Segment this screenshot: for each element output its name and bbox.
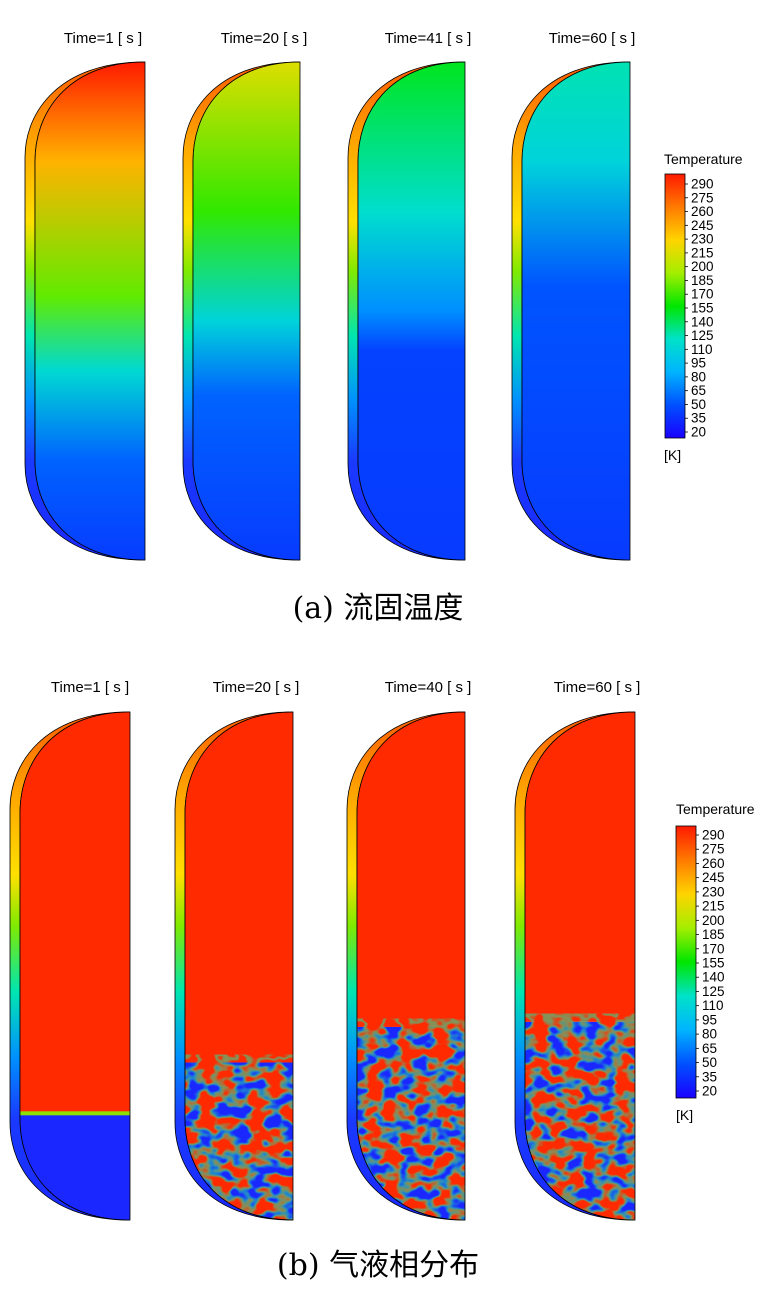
legend-tick-label: 185 [702, 927, 725, 942]
liquid-phase [20, 1113, 130, 1220]
panel-b-vessel-4 [514, 711, 636, 1221]
panel-a-time-label-3: Time=41 [ s ] [385, 30, 472, 47]
gas-phase [357, 712, 465, 1027]
temperature-field [521, 61, 631, 561]
mixing-zone [185, 1054, 293, 1220]
vessel-outline [184, 711, 294, 1221]
legend-tick-label: 65 [691, 383, 706, 398]
legend-tick-label: 35 [702, 1069, 717, 1084]
legend-tick-label: 245 [702, 870, 725, 885]
legend-tick-label: 170 [691, 287, 714, 302]
panel-b-vessel-2 [174, 711, 294, 1221]
gas-phase [525, 712, 635, 1022]
panel-a-legend-unit: [K] [664, 447, 681, 463]
panel-a-time-label-2: Time=20 [ s ] [221, 30, 308, 47]
legend-tick-label: 215 [702, 899, 725, 914]
panel-a-colorbar-gradient [664, 173, 686, 439]
legend-tick-label: 245 [691, 218, 714, 233]
legend-tick-label: 50 [691, 397, 706, 412]
phase-field [185, 712, 293, 1220]
panel-b-colorbar: Temperature 2902752602452302152001851701… [675, 801, 755, 1123]
panel-a-vessel-1 [24, 61, 146, 561]
phase-interface [20, 1111, 130, 1116]
vessel-outline [524, 711, 636, 1221]
panel-a-time-label-1: Time=1 [ s ] [64, 30, 142, 47]
panel-b-caption: (b) 气液相分布 [277, 1248, 479, 1283]
legend-tick-label: 275 [702, 842, 725, 857]
legend-tick-label: 185 [691, 273, 714, 288]
legend-tick-label: 230 [691, 232, 714, 247]
panel-b: Time=1 [ s ] Time=20 [ s ] Time=40 [ s ]… [9, 679, 755, 1283]
legend-tick-label: 95 [691, 356, 706, 371]
legend-tick-label: 170 [702, 941, 725, 956]
legend-tick-label: 140 [691, 314, 714, 329]
legend-tick-label: 20 [691, 425, 706, 440]
panel-b-time-label-3: Time=40 [ s ] [385, 679, 472, 696]
vessel-outline [356, 711, 466, 1221]
mixing-zone [357, 1018, 465, 1220]
legend-tick-label: 200 [691, 259, 714, 274]
panel-b-legend-unit: [K] [676, 1107, 693, 1123]
legend-tick-label: 155 [702, 956, 725, 971]
panel-b-colorbar-gradient [675, 825, 697, 1099]
panel-a-vessel-4 [511, 61, 631, 561]
panel-a-legend-title: Temperature [664, 151, 743, 167]
panel-b-legend-title: Temperature [676, 801, 755, 817]
legend-tick-label: 290 [702, 828, 725, 843]
legend-tick-label: 155 [691, 301, 714, 316]
temperature-field [34, 61, 146, 561]
panel-b-time-label-1: Time=1 [ s ] [51, 679, 129, 696]
legend-tick-label: 260 [691, 204, 714, 219]
legend-tick-label: 35 [691, 411, 706, 426]
panel-a-vessel-3 [347, 61, 466, 561]
legend-tick-label: 275 [691, 190, 714, 205]
mixing-zone [525, 1013, 635, 1220]
gas-phase [20, 712, 130, 1114]
panel-a-vessel-2 [182, 61, 301, 561]
panel-b-time-label-4: Time=60 [ s ] [554, 679, 641, 696]
panel-b-vessel-3 [346, 711, 466, 1221]
panel-b-time-label-2: Time=20 [ s ] [213, 679, 300, 696]
panel-a: Time=1 [ s ] Time=20 [ s ] Time=41 [ s ]… [24, 30, 743, 626]
legend-tick-label: 125 [702, 984, 725, 999]
temperature-field [357, 61, 466, 561]
legend-tick-label: 290 [691, 177, 714, 192]
legend-tick-label: 80 [702, 1027, 717, 1042]
legend-tick-label: 125 [691, 328, 714, 343]
legend-tick-label: 110 [691, 342, 713, 357]
legend-tick-label: 110 [702, 998, 724, 1013]
legend-tick-label: 260 [702, 856, 725, 871]
vessel-outline [19, 711, 131, 1221]
panel-a-legend-ticks: 2902752602452302152001851701551401251109… [685, 177, 714, 440]
panel-a-colorbar: Temperature 2902752602452302152001851701… [664, 151, 743, 463]
phase-field [357, 712, 465, 1220]
phase-field [525, 712, 635, 1220]
legend-tick-label: 20 [702, 1084, 717, 1099]
panel-b-legend-ticks: 2902752602452302152001851701551401251109… [696, 828, 725, 1099]
legend-tick-label: 50 [702, 1055, 717, 1070]
panel-a-time-label-4: Time=60 [ s ] [549, 30, 636, 47]
panel-a-caption: (a) 流固温度 [293, 591, 464, 626]
legend-tick-label: 95 [702, 1012, 717, 1027]
panel-b-vessel-1 [9, 711, 131, 1221]
legend-tick-label: 215 [691, 245, 714, 260]
temperature-field [192, 61, 301, 561]
phase-field [20, 712, 130, 1220]
panel-a-vessels [24, 61, 631, 561]
panel-b-vessels [9, 711, 636, 1221]
legend-tick-label: 65 [702, 1041, 717, 1056]
legend-tick-label: 140 [702, 970, 725, 985]
legend-tick-label: 230 [702, 884, 725, 899]
gas-phase [185, 712, 293, 1063]
legend-tick-label: 80 [691, 369, 706, 384]
legend-tick-label: 200 [702, 913, 725, 928]
